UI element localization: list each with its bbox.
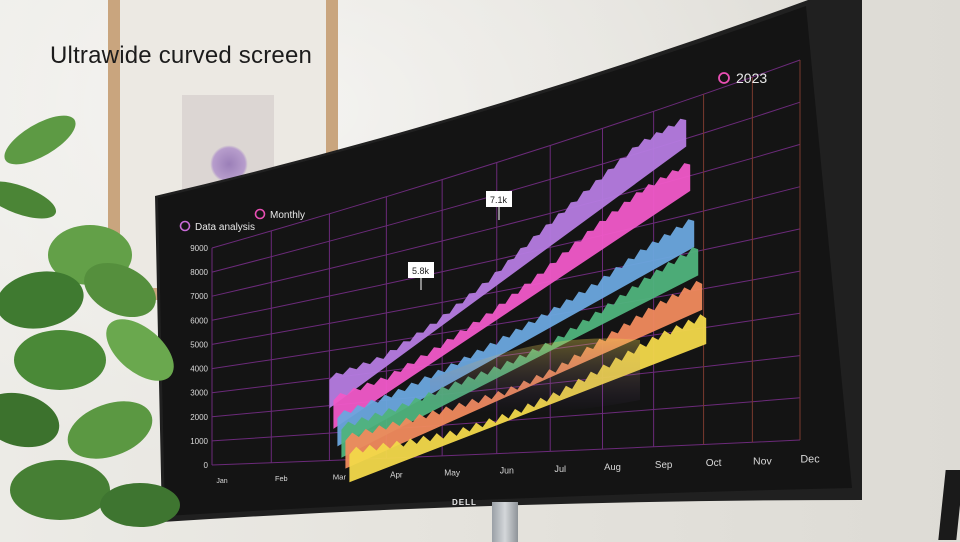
annotation-label: 7.1k (490, 195, 508, 205)
y-tick-label: 4000 (190, 365, 208, 374)
legend-label: Data analysis (195, 222, 255, 233)
y-tick-label: 6000 (190, 316, 208, 325)
y-tick-label: 9000 (190, 244, 208, 253)
x-tick-label: Apr (390, 470, 403, 479)
annotation-7.1k: 7.1k (486, 191, 512, 220)
area-reflection (430, 338, 640, 414)
grid-line-horizontal (211, 101, 801, 273)
area-series-yellow (349, 314, 707, 483)
x-tick-label: Sep (655, 460, 673, 471)
grid-line-horizontal (211, 143, 801, 297)
annotation-box (408, 262, 434, 278)
year-badge: 2023 (718, 70, 767, 86)
grid-line-horizontal (211, 397, 801, 442)
y-tick-label: 3000 (190, 389, 208, 398)
x-tick-label: Dec (800, 453, 820, 465)
x-tick-label: Jan (216, 478, 227, 485)
grid-line-horizontal (211, 270, 801, 370)
x-tick-label: Nov (753, 455, 772, 467)
x-tick-label: Feb (275, 474, 288, 483)
x-tick-label: Jun (500, 466, 514, 476)
x-tick-label: May (444, 468, 461, 478)
annotation-box (486, 191, 512, 207)
area-series-purple (329, 118, 687, 409)
monitor-stand (492, 502, 518, 542)
legend-monthly: Monthly (254, 208, 305, 221)
annotation-5.8k: 5.8k (408, 262, 434, 290)
page-title: Ultrawide curved screen (50, 42, 313, 69)
y-tick-label: 1000 (190, 437, 208, 446)
year-icon (718, 72, 730, 84)
annotation-label: 5.8k (412, 266, 430, 276)
monthly-icon (254, 208, 266, 220)
y-tick-label: 5000 (190, 340, 208, 349)
chart-ticks: 9000 8000 7000 6000 5000 4000 3000 2000 1000 0 Jan… (190, 244, 820, 485)
x-tick-label: Aug (604, 462, 621, 473)
grid-line-horizontal (211, 439, 801, 466)
data-analysis-icon (179, 220, 191, 232)
legend-label: Monthly (270, 210, 305, 221)
grid-line-horizontal (211, 59, 801, 249)
legend-data-analysis: Data analysis (179, 220, 255, 233)
y-tick-label: 0 (204, 461, 209, 470)
x-tick-label: Jul (554, 464, 566, 474)
y-tick-label: 7000 (190, 292, 208, 301)
x-tick-label: Oct (706, 458, 722, 469)
area-series-pink (333, 163, 691, 429)
chart-areas (329, 118, 707, 483)
y-tick-label: 2000 (190, 413, 208, 422)
x-tick-label: Mar (333, 472, 347, 481)
year-label: 2023 (736, 70, 767, 86)
area-series-blue (337, 219, 695, 447)
brand-logo: DELL (452, 498, 477, 507)
area-series-coral (345, 280, 703, 469)
y-tick-label: 8000 (190, 268, 208, 277)
